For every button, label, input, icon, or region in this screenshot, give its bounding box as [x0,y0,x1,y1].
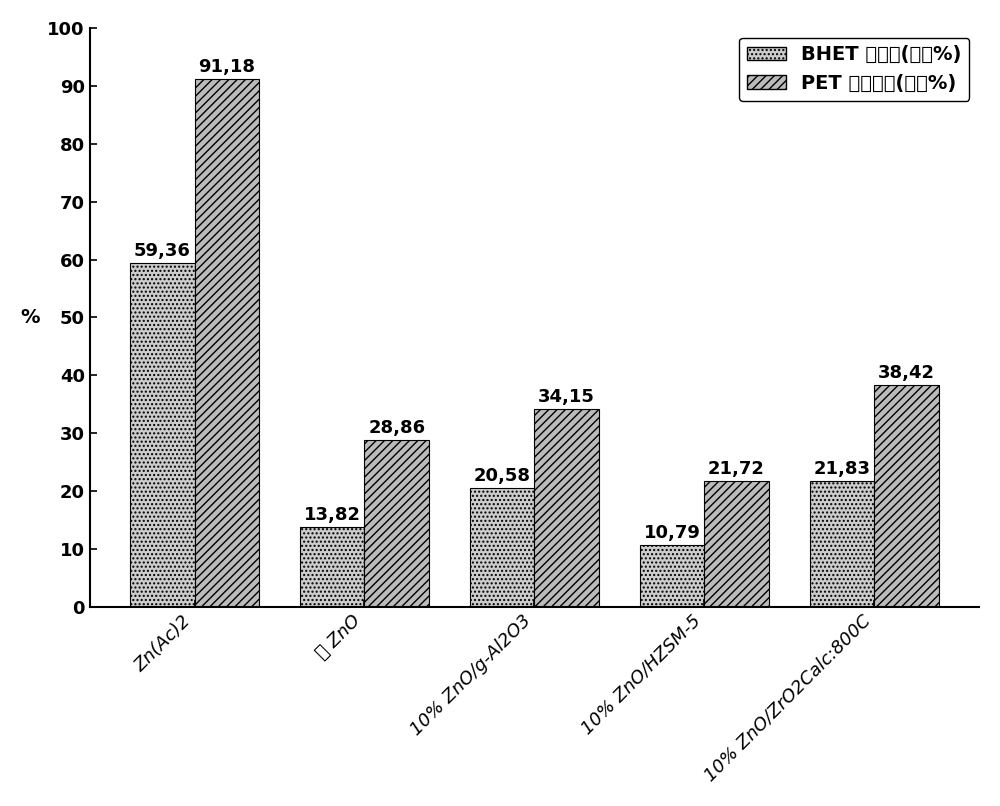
Text: 59,36: 59,36 [134,243,191,260]
Text: 10,79: 10,79 [644,524,700,542]
Text: 13,82: 13,82 [304,506,361,524]
Text: 21,72: 21,72 [708,460,765,478]
Bar [364,440,429,607]
Bar [300,527,364,607]
Text: 38,42: 38,42 [878,364,935,381]
Bar [470,488,534,607]
Text: 21,83: 21,83 [813,459,870,478]
Text: 34,15: 34,15 [538,388,595,406]
Text: 28,86: 28,86 [368,419,425,437]
Bar [704,481,769,607]
Bar [195,79,259,607]
Bar [534,409,599,607]
Legend: BHET 的产率(摸尔%), PET 的转化率(重量%): BHET 的产率(摸尔%), PET 的转化率(重量%) [739,38,969,101]
Bar [640,545,704,607]
Bar [130,264,195,607]
Bar [874,384,939,607]
Bar [810,480,874,607]
Text: 20,58: 20,58 [474,467,531,485]
Y-axis label: %: % [21,308,40,327]
Text: 91,18: 91,18 [198,58,255,76]
